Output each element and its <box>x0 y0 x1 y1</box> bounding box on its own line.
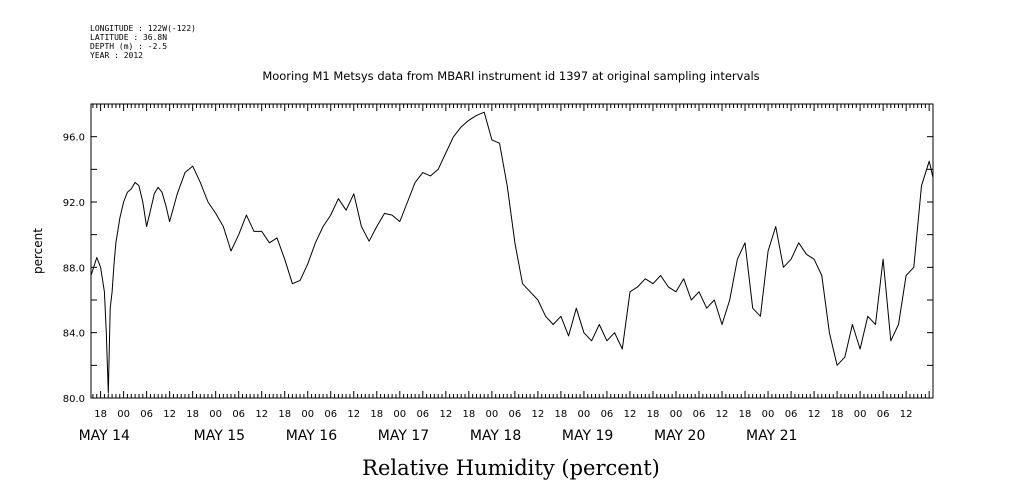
x-hour-tick-label: 12 <box>255 409 268 420</box>
x-hour-tick-label: 06 <box>693 409 706 420</box>
year-label: YEAR : 2012 <box>90 51 143 60</box>
y-tick-label: 92.0 <box>63 198 85 209</box>
latitude-label: LATITUDE : 36.8N <box>90 33 167 42</box>
x-hour-tick-label: 00 <box>117 409 130 420</box>
x-hour-tick-label: 06 <box>416 409 429 420</box>
x-hour-tick-label: 18 <box>94 409 107 420</box>
depth-label: DEPTH (m) : -2.5 <box>90 42 167 51</box>
x-hour-tick-label: 06 <box>509 409 522 420</box>
x-hour-tick-label: 18 <box>186 409 199 420</box>
y-tick-labels: 80.0 84.0 88.0 92.0 96.0 <box>63 133 85 405</box>
axis-ticks <box>91 103 934 399</box>
plot-frame <box>90 103 934 399</box>
x-hour-tick-label: 12 <box>163 409 176 420</box>
x-hour-tick-label: 06 <box>324 409 337 420</box>
x-date-labels: MAY 14 MAY 15 MAY 16 MAY 17 MAY 18 MAY 19 MAY … <box>79 428 798 444</box>
x-hour-tick-label: 00 <box>209 409 222 420</box>
x-date-label: MAY 18 <box>470 428 521 444</box>
humidity-series-line <box>90 111 934 394</box>
y-tick-label: 80.0 <box>63 394 85 405</box>
x-hour-tick-label: 18 <box>278 409 291 420</box>
y-axis-label: percent <box>31 228 45 274</box>
x-hour-tick-label: 06 <box>232 409 245 420</box>
x-hour-tick-label: 12 <box>347 409 360 420</box>
x-hour-tick-label: 18 <box>462 409 475 420</box>
y-tick-label: 84.0 <box>63 329 85 340</box>
x-hour-tick-label: 12 <box>439 409 452 420</box>
x-date-label: MAY 20 <box>654 428 705 444</box>
x-hour-tick-label: 00 <box>578 409 591 420</box>
x-hour-tick-label: 18 <box>739 409 752 420</box>
x-hour-tick-label: 00 <box>670 409 683 420</box>
x-date-label: MAY 17 <box>378 428 429 444</box>
y-tick-label: 96.0 <box>63 133 85 144</box>
x-hour-tick-label: 12 <box>716 409 729 420</box>
x-hour-tick-label: 12 <box>532 409 545 420</box>
x-hour-tick-label: 06 <box>140 409 153 420</box>
x-hour-tick-label: 06 <box>785 409 798 420</box>
x-hour-tick-label: 18 <box>647 409 660 420</box>
x-date-label: MAY 19 <box>562 428 613 444</box>
chart-title: Mooring M1 Metsys data from MBARI instru… <box>262 69 759 83</box>
x-hour-tick-label: 00 <box>854 409 867 420</box>
x-hour-tick-label: 06 <box>877 409 890 420</box>
x-hour-tick-label: 12 <box>624 409 637 420</box>
longitude-label: LONGITUDE : 122W(-122) <box>90 24 196 33</box>
x-date-label: MAY 21 <box>746 428 797 444</box>
x-hour-tick-label: 12 <box>900 409 913 420</box>
x-hour-tick-label: 00 <box>485 409 498 420</box>
x-hour-tick-label: 06 <box>601 409 614 420</box>
x-date-label: MAY 15 <box>194 428 245 444</box>
x-hour-tick-label: 18 <box>831 409 844 420</box>
x-hour-tick-label: 12 <box>808 409 821 420</box>
x-hour-tick-label: 18 <box>555 409 568 420</box>
x-hour-tick-label: 00 <box>301 409 314 420</box>
x-date-label: MAY 14 <box>79 428 130 444</box>
x-hour-tick-label: 00 <box>393 409 406 420</box>
x-hour-tick-label: 00 <box>762 409 775 420</box>
x-hour-tick-label: 18 <box>370 409 383 420</box>
y-tick-label: 88.0 <box>63 263 85 274</box>
x-axis-label: Relative Humidity (percent) <box>362 456 660 480</box>
x-hour-tick-labels: 18 00 06 12 18 00 06 12 18 00 06 12 18 00 06 12 18 00 06 12… <box>94 409 912 420</box>
x-date-label: MAY 16 <box>286 428 337 444</box>
